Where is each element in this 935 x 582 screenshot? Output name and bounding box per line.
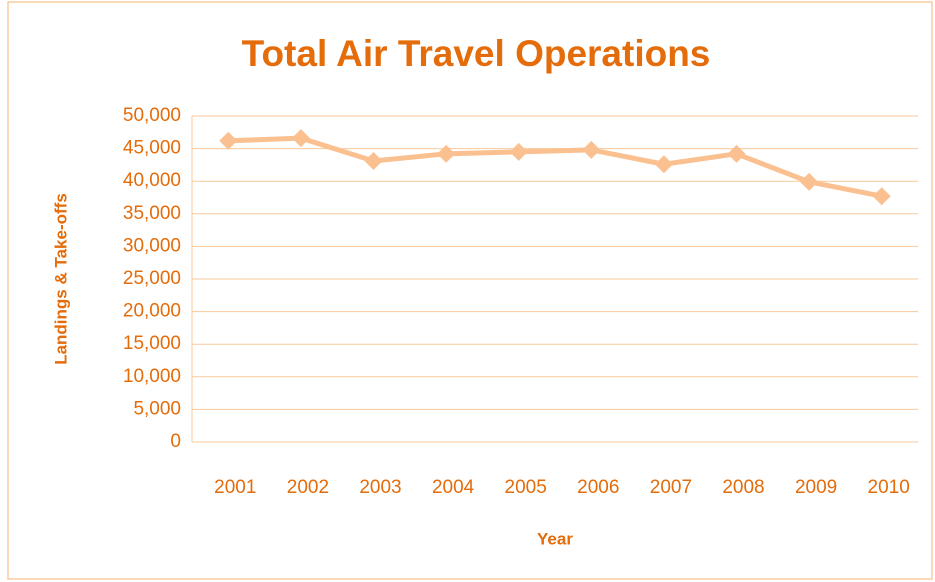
y-tick-label: 40,000 — [123, 170, 181, 191]
marker — [654, 155, 673, 174]
marker — [800, 172, 819, 191]
y-tick-label: 15,000 — [123, 333, 181, 354]
y-axis-title: Landings & Take-offs — [51, 193, 70, 365]
chart-border — [7, 1, 933, 580]
marker — [364, 151, 383, 170]
x-tick-label: 2001 — [214, 477, 256, 498]
marker — [509, 142, 528, 161]
x-tick-label: 2006 — [577, 477, 619, 498]
x-axis-title: Year — [537, 529, 573, 548]
y-tick-label: 50,000 — [123, 105, 181, 126]
series-line — [228, 135, 883, 199]
y-tick-label: 30,000 — [123, 235, 181, 256]
y-tick-label: 20,000 — [123, 301, 181, 322]
y-tick-label: 0 — [170, 431, 181, 452]
marker — [291, 129, 310, 148]
x-tick-label: 2005 — [505, 477, 547, 498]
x-tick-label: 2003 — [359, 477, 401, 498]
y-tick-label: 5,000 — [133, 398, 181, 419]
marker — [872, 187, 891, 206]
x-tick-label: 2002 — [287, 477, 329, 498]
x-tick-label: 2009 — [795, 477, 837, 498]
y-tick-label: 45,000 — [123, 138, 181, 159]
marker — [582, 140, 601, 159]
marker — [219, 131, 238, 150]
x-tick-label: 2010 — [868, 477, 910, 498]
y-tick-label: 10,000 — [123, 366, 181, 387]
x-tick-label: 2008 — [722, 477, 764, 498]
marker — [437, 144, 456, 163]
x-tick-label: 2004 — [432, 477, 475, 498]
chart-title: Total Air Travel Operations — [242, 33, 711, 74]
y-tick-label: 25,000 — [123, 268, 181, 289]
marker — [727, 144, 746, 163]
x-tick-label: 2007 — [650, 477, 692, 498]
y-tick-label: 35,000 — [123, 203, 181, 224]
